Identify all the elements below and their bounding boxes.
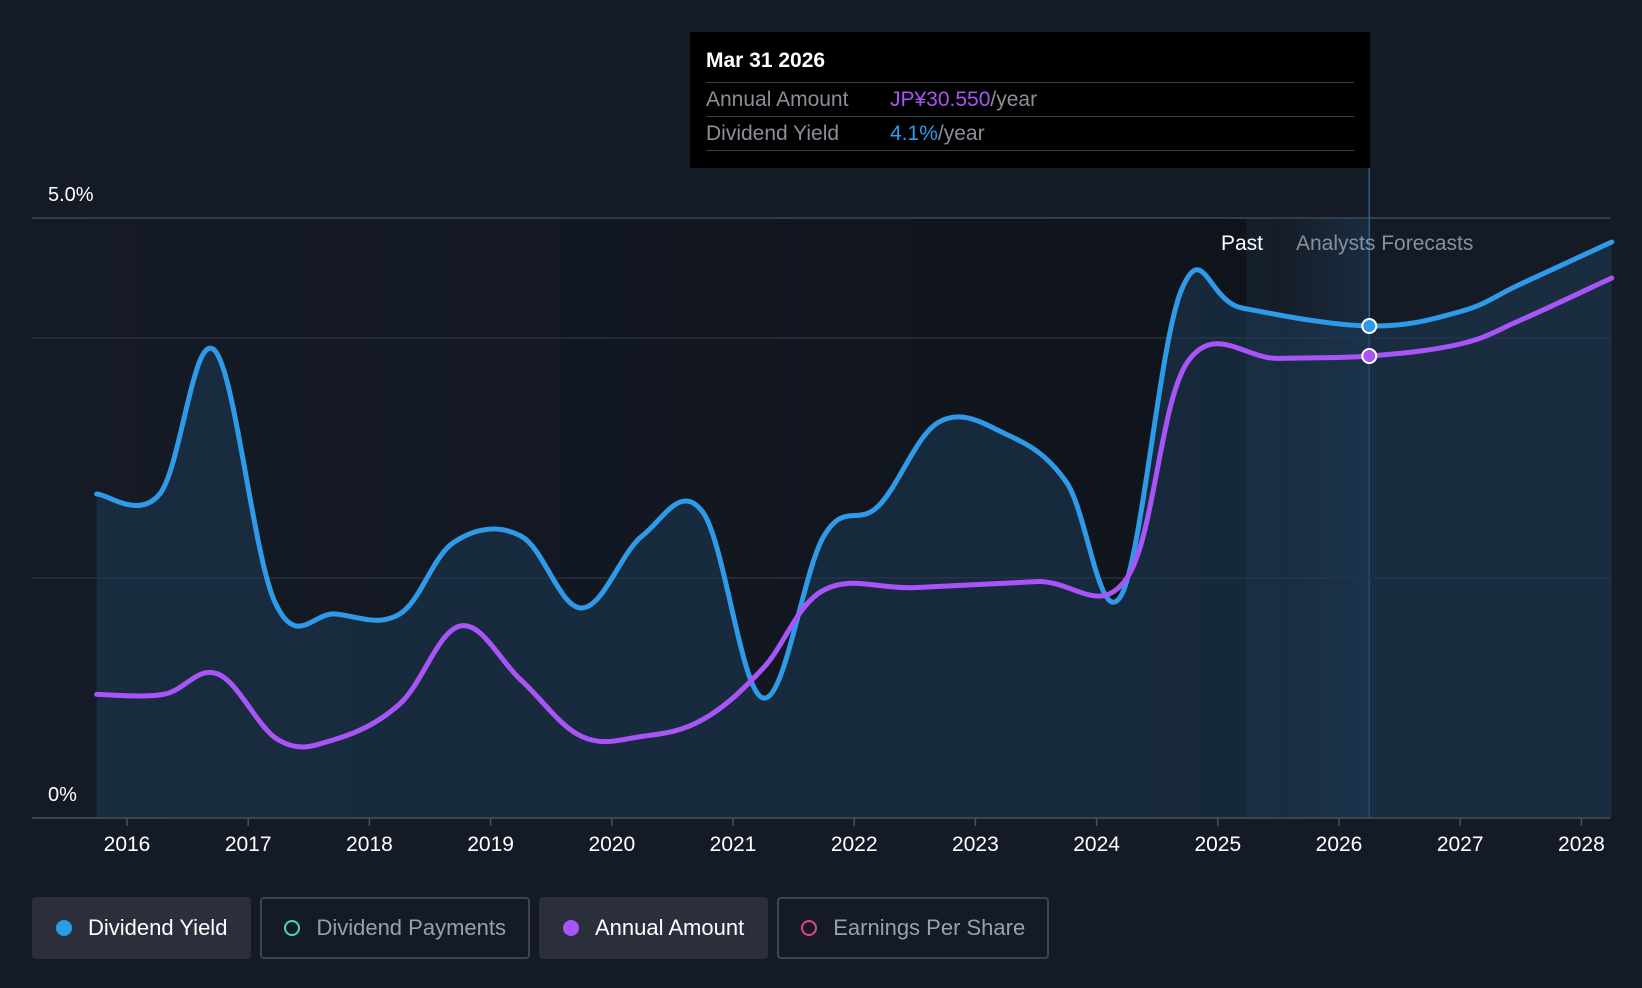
x-tick-label: 2021: [710, 833, 757, 856]
tooltip-date: Mar 31 2026: [706, 49, 826, 72]
x-tick-label: 2023: [952, 833, 999, 856]
dividend-payments-ring-icon: [284, 920, 301, 936]
x-tick-label: 2026: [1316, 833, 1363, 856]
x-tick-label: 2022: [831, 833, 878, 856]
legend-label: Annual Amount: [594, 915, 745, 940]
dividend-yield-dot-icon: [56, 920, 72, 936]
x-tick-label: 2025: [1194, 833, 1241, 856]
tooltip-value: JP¥30.550: [890, 87, 991, 111]
tooltip-row-annual-amount: Annual Amount JP¥30.550 /year: [706, 82, 1354, 116]
annual-amount-dot-icon: [562, 920, 579, 936]
x-tick-label: 2019: [467, 833, 514, 856]
y-tick-label: 0%: [48, 784, 77, 806]
tooltip-label: Dividend Yield: [706, 121, 840, 145]
annual-amount-line: [94, 275, 1615, 750]
dividend-yield-area: [96, 242, 1612, 818]
tooltip-row-dividend-yield: Dividend Yield 4.1% /year: [706, 116, 1354, 151]
tooltip-value: 4.1%: [890, 121, 938, 145]
earnings-per-share-ring-icon: [801, 920, 818, 936]
x-tick-label: 2016: [104, 833, 151, 856]
legend-dividend-payments[interactable]: Dividend Payments: [260, 897, 530, 959]
legend: Dividend Yield Dividend Payments Annual …: [32, 897, 1050, 959]
tooltip-label: Annual Amount: [706, 87, 849, 111]
legend-label: Dividend Yield: [88, 915, 228, 940]
x-tick-label: 2017: [225, 833, 272, 856]
legend-dividend-yield[interactable]: Dividend Yield: [32, 897, 252, 959]
x-tick-label: 2027: [1437, 833, 1484, 856]
legend-earnings-per-share[interactable]: Earnings Per Share: [777, 897, 1050, 959]
legend-label: Dividend Payments: [316, 915, 506, 940]
legend-label: Earnings Per Share: [833, 915, 1026, 940]
dividend-yield-line: [94, 239, 1615, 701]
y-tick-label: 5.0%: [48, 184, 94, 206]
x-tick-label: 2028: [1558, 833, 1605, 856]
x-tick-label: 2018: [346, 833, 393, 856]
forecast-label: Analysts Forecasts: [1296, 232, 1473, 255]
tooltip-unit: /year: [990, 87, 1038, 111]
annual-amount-marker: [1361, 348, 1378, 364]
legend-annual-amount[interactable]: Annual Amount: [538, 897, 769, 959]
x-tick-label: 2024: [1073, 833, 1120, 856]
dividend-yield-marker: [1361, 318, 1378, 334]
tooltip-unit: /year: [937, 121, 985, 145]
past-label: Past: [1221, 232, 1263, 255]
tooltip: Mar 31 2026 Annual Amount JP¥30.550 /yea…: [690, 32, 1370, 168]
x-tick-label: 2020: [588, 833, 635, 856]
